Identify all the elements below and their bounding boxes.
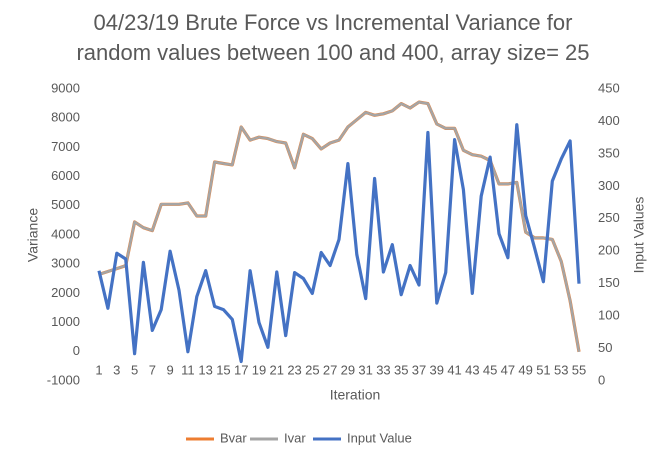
legend-label: Bvar — [220, 430, 247, 445]
y2-tick-label: 100 — [598, 308, 620, 323]
chart-title: 04/23/19 Brute Force vs Incremental Vari… — [76, 10, 590, 65]
y-tick-label: -1000 — [47, 372, 80, 387]
y-tick-label: 0 — [73, 343, 80, 358]
x-tick-label: 17 — [234, 362, 248, 377]
x-tick-label: 19 — [252, 362, 266, 377]
y-tick-label: 2000 — [51, 285, 80, 300]
legend-label: Ivar — [284, 430, 306, 445]
x-tick-label: 55 — [572, 362, 586, 377]
x-tick-label: 33 — [376, 362, 390, 377]
y-axis-label: Variance — [25, 208, 41, 262]
y-tick-label: 3000 — [51, 256, 80, 271]
x-axis-label: Iteration — [330, 387, 381, 403]
y2-tick-label: 200 — [598, 243, 620, 258]
x-tick-label: 37 — [412, 362, 426, 377]
x-tick-label: 25 — [305, 362, 319, 377]
x-tick-label: 39 — [430, 362, 444, 377]
x-tick-label: 51 — [536, 362, 550, 377]
y-tick-label: 9000 — [51, 80, 80, 95]
x-tick-label: 3 — [113, 362, 120, 377]
x-tick-label: 45 — [483, 362, 497, 377]
y2-axis-label: Input Values — [631, 197, 647, 274]
x-tick-label: 1 — [95, 362, 102, 377]
y-tick-label: 4000 — [51, 226, 80, 241]
x-tick-label: 9 — [166, 362, 173, 377]
x-tick-label: 31 — [358, 362, 372, 377]
y2-tick-label: 150 — [598, 275, 620, 290]
y2-tick-label: 450 — [598, 80, 620, 95]
x-tick-label: 47 — [501, 362, 515, 377]
y2-tick-label: 250 — [598, 210, 620, 225]
x-tick-label: 49 — [518, 362, 532, 377]
y2-tick-label: 0 — [598, 372, 605, 387]
x-tick-label: 41 — [447, 362, 461, 377]
x-tick-label: 35 — [394, 362, 408, 377]
y-tick-label: 6000 — [51, 168, 80, 183]
y-tick-label: 7000 — [51, 139, 80, 154]
x-tick-label: 27 — [323, 362, 337, 377]
x-tick-label: 23 — [287, 362, 301, 377]
legend-label: Input Value — [347, 430, 412, 445]
y2-tick-label: 350 — [598, 145, 620, 160]
y-tick-label: 5000 — [51, 197, 80, 212]
x-tick-label: 21 — [270, 362, 284, 377]
series-line — [98, 100, 581, 353]
x-tick-label: 15 — [216, 362, 230, 377]
x-tick-label: 29 — [341, 362, 355, 377]
series-line — [97, 123, 581, 364]
y2-tick-label: 50 — [598, 340, 612, 355]
x-tick-label: 7 — [149, 362, 156, 377]
x-tick-label: 43 — [465, 362, 479, 377]
x-tick-label: 11 — [181, 362, 195, 377]
x-tick-label: 5 — [131, 362, 138, 377]
x-tick-label: 53 — [554, 362, 568, 377]
y2-tick-label: 400 — [598, 113, 620, 128]
y-tick-label: 8000 — [51, 110, 80, 125]
y2-tick-label: 300 — [598, 178, 620, 193]
x-tick-label: 13 — [198, 362, 212, 377]
y-tick-label: 1000 — [51, 314, 80, 329]
